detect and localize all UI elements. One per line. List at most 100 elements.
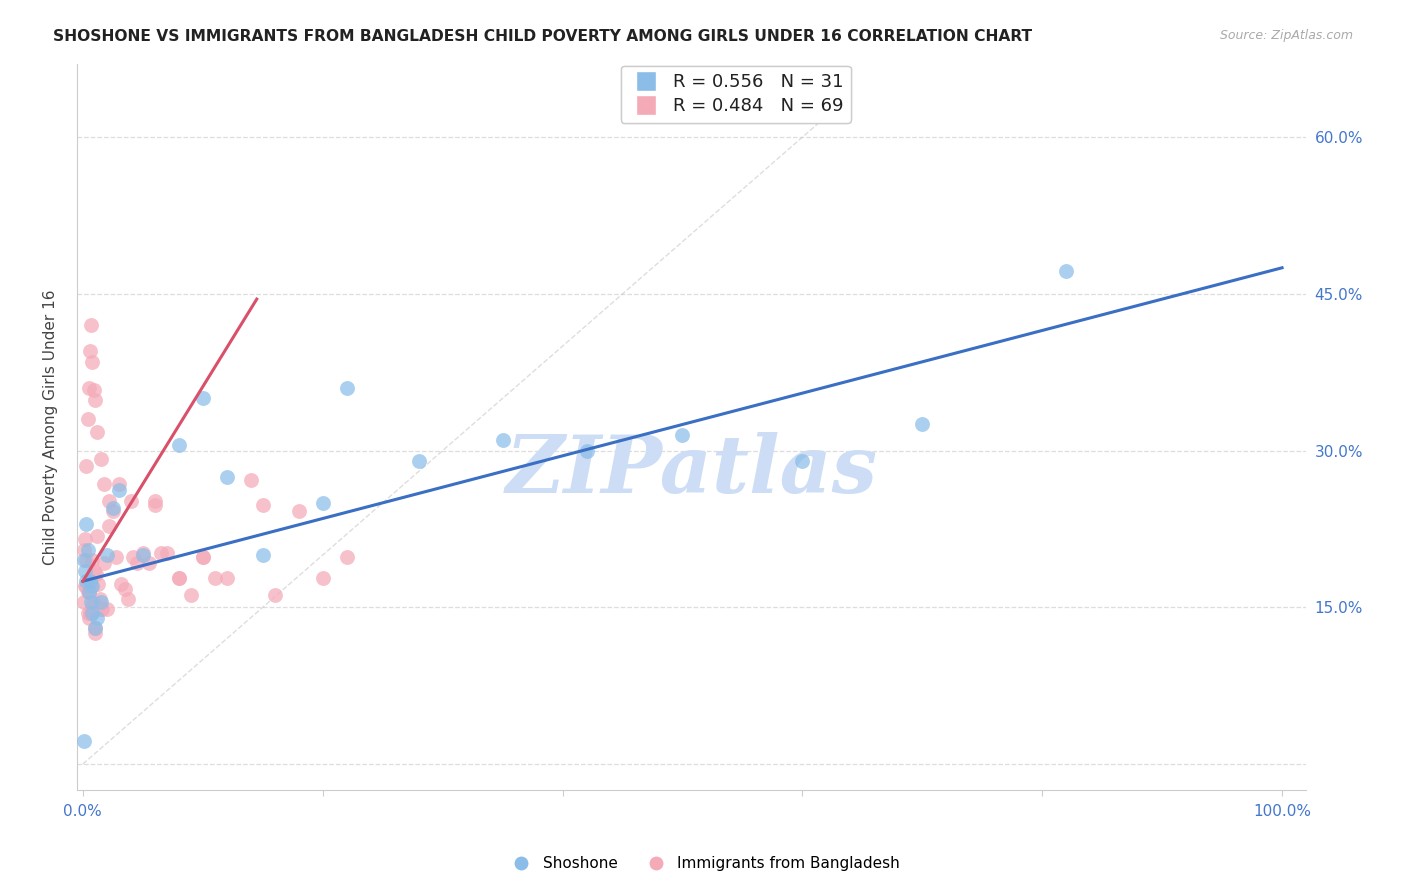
Text: Source: ZipAtlas.com: Source: ZipAtlas.com bbox=[1219, 29, 1353, 42]
Point bbox=[90, 602, 112, 616]
Point bbox=[75, 579, 97, 593]
Point bbox=[82, 579, 104, 593]
Point bbox=[75, 574, 97, 589]
Point bbox=[86, 611, 108, 625]
Text: ZIPatlas: ZIPatlas bbox=[505, 432, 877, 509]
Point bbox=[312, 571, 335, 585]
Point bbox=[76, 542, 98, 557]
Point bbox=[83, 393, 105, 408]
Point bbox=[215, 469, 238, 483]
Point bbox=[79, 606, 101, 620]
Point bbox=[80, 318, 103, 333]
Point bbox=[80, 595, 103, 609]
Point bbox=[252, 498, 274, 512]
Point bbox=[77, 611, 100, 625]
Point bbox=[96, 548, 118, 562]
Legend: Shoshone, Immigrants from Bangladesh: Shoshone, Immigrants from Bangladesh bbox=[501, 850, 905, 877]
Point bbox=[117, 591, 139, 606]
Point bbox=[73, 734, 96, 748]
Point bbox=[84, 566, 107, 581]
Point bbox=[110, 577, 132, 591]
Point bbox=[73, 553, 96, 567]
Point bbox=[108, 483, 131, 498]
Point bbox=[1054, 264, 1077, 278]
Point bbox=[167, 571, 190, 585]
Point bbox=[79, 344, 101, 359]
Y-axis label: Child Poverty Among Girls Under 16: Child Poverty Among Girls Under 16 bbox=[44, 289, 58, 565]
Point bbox=[73, 595, 96, 609]
Point bbox=[132, 546, 155, 560]
Point bbox=[76, 606, 98, 620]
Point bbox=[79, 574, 101, 589]
Point bbox=[90, 595, 112, 609]
Point bbox=[491, 433, 513, 447]
Point bbox=[86, 425, 108, 439]
Point bbox=[83, 626, 105, 640]
Point bbox=[204, 571, 226, 585]
Point bbox=[98, 493, 121, 508]
Point bbox=[82, 355, 104, 369]
Point bbox=[792, 454, 814, 468]
Point bbox=[82, 600, 104, 615]
Point bbox=[86, 529, 108, 543]
Point bbox=[114, 582, 136, 596]
Point bbox=[108, 477, 131, 491]
Point bbox=[98, 518, 121, 533]
Point bbox=[215, 571, 238, 585]
Point bbox=[75, 553, 97, 567]
Point bbox=[87, 577, 110, 591]
Point bbox=[101, 504, 124, 518]
Point bbox=[156, 546, 179, 560]
Point bbox=[167, 438, 190, 452]
Point bbox=[79, 574, 101, 589]
Point bbox=[75, 459, 97, 474]
Point bbox=[671, 428, 693, 442]
Point bbox=[91, 602, 114, 616]
Point bbox=[75, 564, 97, 578]
Point bbox=[96, 602, 118, 616]
Point bbox=[93, 557, 115, 571]
Point bbox=[75, 516, 97, 531]
Point bbox=[83, 595, 105, 609]
Point bbox=[143, 498, 166, 512]
Point bbox=[120, 493, 142, 508]
Point bbox=[312, 496, 335, 510]
Point bbox=[287, 504, 309, 518]
Point bbox=[93, 477, 115, 491]
Point bbox=[408, 454, 430, 468]
Point bbox=[167, 571, 190, 585]
Point bbox=[101, 501, 124, 516]
Point bbox=[80, 606, 103, 620]
Point bbox=[191, 550, 214, 565]
Point bbox=[149, 546, 172, 560]
Point bbox=[83, 564, 105, 578]
Point bbox=[143, 493, 166, 508]
Point bbox=[105, 550, 128, 565]
Point bbox=[83, 383, 105, 397]
Point bbox=[191, 392, 214, 406]
Point bbox=[83, 621, 105, 635]
Point bbox=[82, 553, 104, 567]
Point bbox=[132, 548, 155, 562]
Point bbox=[138, 557, 160, 571]
Point bbox=[911, 417, 934, 432]
Point bbox=[76, 412, 98, 426]
Point bbox=[77, 584, 100, 599]
Point bbox=[252, 548, 274, 562]
Point bbox=[336, 381, 359, 395]
Point bbox=[82, 606, 104, 620]
Point bbox=[122, 550, 145, 565]
Point bbox=[239, 473, 262, 487]
Point bbox=[77, 381, 100, 395]
Point bbox=[83, 621, 105, 635]
Point bbox=[89, 591, 111, 606]
Legend: R = 0.556   N = 31, R = 0.484   N = 69: R = 0.556 N = 31, R = 0.484 N = 69 bbox=[620, 66, 851, 122]
Point bbox=[125, 557, 148, 571]
Point bbox=[263, 588, 285, 602]
Point bbox=[336, 550, 359, 565]
Point bbox=[77, 584, 100, 599]
Point bbox=[73, 542, 96, 557]
Point bbox=[575, 443, 598, 458]
Point bbox=[191, 550, 214, 565]
Point bbox=[75, 533, 97, 547]
